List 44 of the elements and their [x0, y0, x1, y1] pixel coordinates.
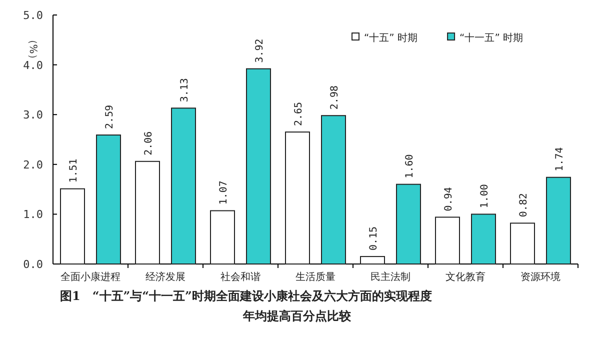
- data-label: 3.13: [180, 78, 190, 102]
- bar: [171, 108, 196, 264]
- y-tick-label: 5.0: [23, 9, 43, 22]
- bar: [246, 68, 271, 264]
- bar: [285, 132, 310, 264]
- x-tick-label: 社会和谐: [220, 271, 260, 283]
- x-tick-label: 经济发展: [146, 271, 186, 283]
- data-label: 1.00: [480, 184, 490, 208]
- data-label: 1.60: [404, 154, 416, 178]
- data-label: 0.15: [368, 226, 380, 251]
- bar: [135, 160, 160, 264]
- x-tick-label: 资源环境: [520, 271, 560, 283]
- x-tick-label: 全面小康进程: [60, 271, 120, 283]
- x-tick-label: 生活质量: [296, 271, 336, 283]
- bar: [360, 256, 385, 264]
- bar: [396, 184, 421, 264]
- y-tick-label: 3.0: [23, 108, 43, 122]
- data-label: 0.94: [444, 187, 454, 212]
- data-label: 2.59: [104, 104, 116, 130]
- data-label: 2.65: [294, 102, 304, 126]
- y-tick-label: 2.0: [23, 158, 43, 172]
- bar: [96, 134, 121, 264]
- data-label: 1.74: [554, 147, 566, 172]
- legend-label: “十五” 时期: [364, 32, 418, 44]
- bar: [471, 214, 496, 264]
- text: 年均提高百分点比较: [242, 309, 352, 323]
- data-label: 2.06: [144, 131, 154, 156]
- data-label: 1.51: [68, 158, 80, 183]
- data-label: 1.07: [218, 180, 230, 205]
- bar: [435, 216, 460, 264]
- x-tick-label: 文化教育: [446, 271, 486, 283]
- y-tick-label: 0.0: [23, 258, 43, 271]
- bar: [546, 176, 571, 264]
- bar: [210, 210, 235, 264]
- text: 图1 “十五”与“十一五”时期全面建设小康社会及六大方面的实现程度: [60, 289, 432, 303]
- bar: [321, 115, 346, 264]
- x-tick-label: 民主法制: [370, 271, 410, 283]
- y-tick-label: 1.0: [23, 208, 43, 222]
- legend-label: “十一五” 时期: [460, 32, 524, 44]
- data-label: 3.92: [254, 38, 266, 63]
- bar: [60, 188, 85, 264]
- data-label: 2.98: [330, 86, 340, 110]
- data-label: 0.82: [518, 193, 530, 218]
- bar: [510, 222, 535, 264]
